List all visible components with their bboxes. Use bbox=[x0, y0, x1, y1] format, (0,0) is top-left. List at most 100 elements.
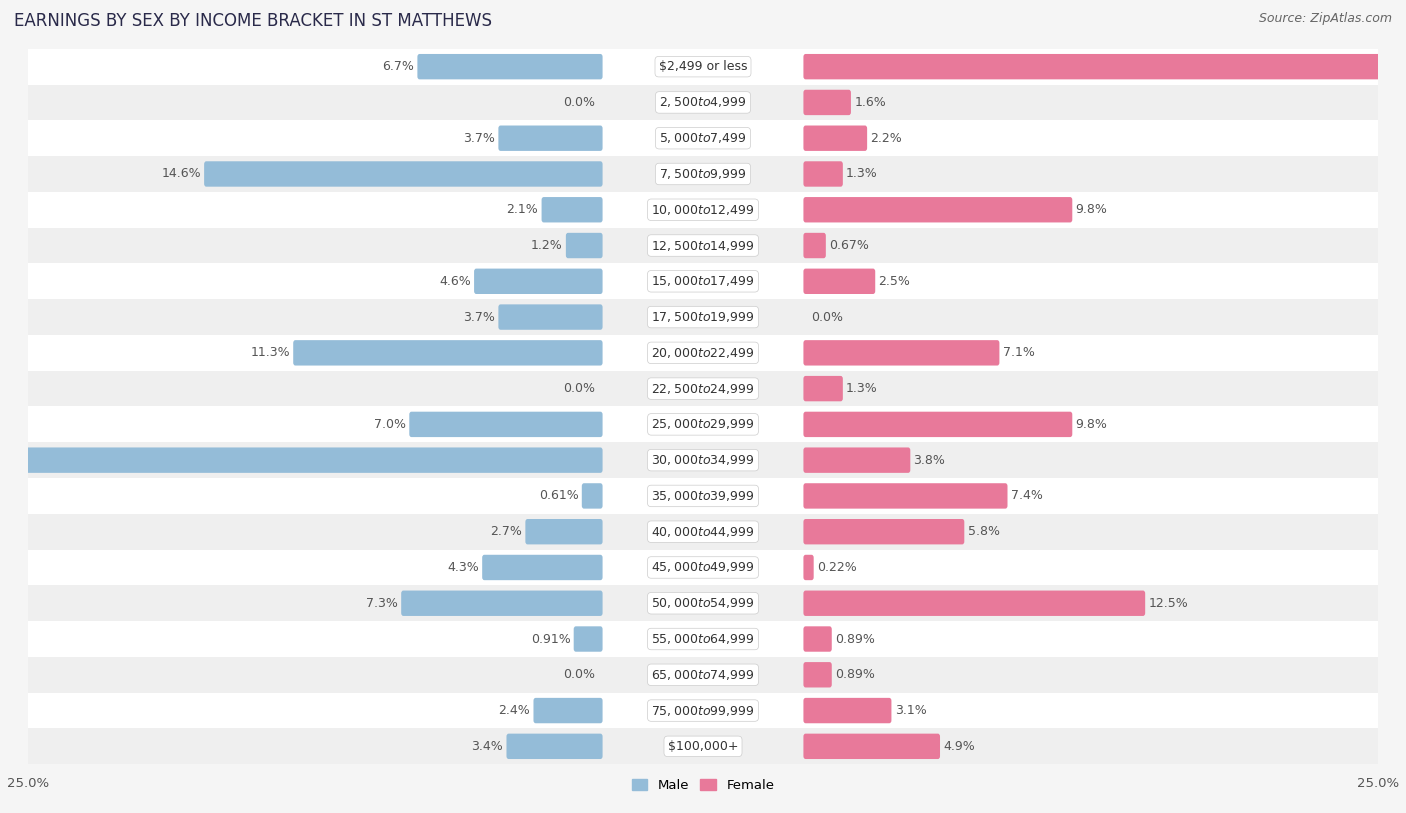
FancyBboxPatch shape bbox=[803, 447, 910, 473]
Text: 9.8%: 9.8% bbox=[1076, 203, 1108, 216]
Text: 12.5%: 12.5% bbox=[1149, 597, 1188, 610]
Text: 7.0%: 7.0% bbox=[374, 418, 406, 431]
Text: $7,500 to $9,999: $7,500 to $9,999 bbox=[659, 167, 747, 181]
FancyBboxPatch shape bbox=[803, 411, 1073, 437]
FancyBboxPatch shape bbox=[582, 483, 603, 509]
FancyBboxPatch shape bbox=[506, 733, 603, 759]
FancyBboxPatch shape bbox=[803, 698, 891, 724]
FancyBboxPatch shape bbox=[803, 483, 1008, 509]
FancyBboxPatch shape bbox=[803, 268, 875, 294]
FancyBboxPatch shape bbox=[28, 442, 1378, 478]
FancyBboxPatch shape bbox=[803, 89, 851, 115]
Text: 1.3%: 1.3% bbox=[846, 167, 877, 180]
Text: 1.3%: 1.3% bbox=[846, 382, 877, 395]
Text: 0.22%: 0.22% bbox=[817, 561, 856, 574]
Text: 6.7%: 6.7% bbox=[382, 60, 415, 73]
FancyBboxPatch shape bbox=[28, 657, 1378, 693]
Text: 3.1%: 3.1% bbox=[894, 704, 927, 717]
FancyBboxPatch shape bbox=[574, 626, 603, 652]
FancyBboxPatch shape bbox=[28, 228, 1378, 263]
Text: 7.3%: 7.3% bbox=[366, 597, 398, 610]
FancyBboxPatch shape bbox=[803, 590, 1144, 616]
FancyBboxPatch shape bbox=[533, 698, 603, 724]
FancyBboxPatch shape bbox=[28, 550, 1378, 585]
FancyBboxPatch shape bbox=[803, 519, 965, 545]
FancyBboxPatch shape bbox=[803, 376, 842, 402]
Text: 3.8%: 3.8% bbox=[914, 454, 945, 467]
FancyBboxPatch shape bbox=[409, 411, 603, 437]
Text: 0.89%: 0.89% bbox=[835, 668, 875, 681]
Legend: Male, Female: Male, Female bbox=[626, 773, 780, 797]
FancyBboxPatch shape bbox=[28, 371, 1378, 406]
Text: $35,000 to $39,999: $35,000 to $39,999 bbox=[651, 489, 755, 503]
FancyBboxPatch shape bbox=[803, 125, 868, 151]
FancyBboxPatch shape bbox=[803, 233, 825, 259]
FancyBboxPatch shape bbox=[28, 335, 1378, 371]
Text: $2,499 or less: $2,499 or less bbox=[659, 60, 747, 73]
FancyBboxPatch shape bbox=[526, 519, 603, 545]
Text: $50,000 to $54,999: $50,000 to $54,999 bbox=[651, 596, 755, 611]
FancyBboxPatch shape bbox=[803, 733, 941, 759]
Text: $22,500 to $24,999: $22,500 to $24,999 bbox=[651, 381, 755, 396]
FancyBboxPatch shape bbox=[28, 693, 1378, 728]
FancyBboxPatch shape bbox=[28, 156, 1378, 192]
Text: 11.3%: 11.3% bbox=[250, 346, 290, 359]
Text: 2.1%: 2.1% bbox=[506, 203, 538, 216]
Text: 0.67%: 0.67% bbox=[830, 239, 869, 252]
FancyBboxPatch shape bbox=[401, 590, 603, 616]
Text: 0.0%: 0.0% bbox=[562, 668, 595, 681]
FancyBboxPatch shape bbox=[28, 478, 1378, 514]
FancyBboxPatch shape bbox=[498, 125, 603, 151]
FancyBboxPatch shape bbox=[418, 54, 603, 80]
FancyBboxPatch shape bbox=[0, 447, 603, 473]
Text: 0.61%: 0.61% bbox=[538, 489, 578, 502]
Text: 2.7%: 2.7% bbox=[491, 525, 522, 538]
FancyBboxPatch shape bbox=[803, 662, 832, 688]
Text: 5.8%: 5.8% bbox=[967, 525, 1000, 538]
FancyBboxPatch shape bbox=[541, 197, 603, 223]
FancyBboxPatch shape bbox=[498, 304, 603, 330]
FancyBboxPatch shape bbox=[28, 621, 1378, 657]
Text: 3.7%: 3.7% bbox=[463, 132, 495, 145]
Text: $30,000 to $34,999: $30,000 to $34,999 bbox=[651, 453, 755, 467]
FancyBboxPatch shape bbox=[803, 54, 1406, 80]
Text: Source: ZipAtlas.com: Source: ZipAtlas.com bbox=[1258, 12, 1392, 25]
Text: 3.4%: 3.4% bbox=[471, 740, 503, 753]
FancyBboxPatch shape bbox=[28, 406, 1378, 442]
Text: $17,500 to $19,999: $17,500 to $19,999 bbox=[651, 310, 755, 324]
FancyBboxPatch shape bbox=[565, 233, 603, 259]
Text: 1.2%: 1.2% bbox=[531, 239, 562, 252]
Text: $55,000 to $64,999: $55,000 to $64,999 bbox=[651, 632, 755, 646]
Text: 4.3%: 4.3% bbox=[447, 561, 479, 574]
Text: EARNINGS BY SEX BY INCOME BRACKET IN ST MATTHEWS: EARNINGS BY SEX BY INCOME BRACKET IN ST … bbox=[14, 12, 492, 30]
FancyBboxPatch shape bbox=[294, 340, 603, 366]
FancyBboxPatch shape bbox=[803, 554, 814, 580]
Text: 2.2%: 2.2% bbox=[870, 132, 903, 145]
FancyBboxPatch shape bbox=[474, 268, 603, 294]
FancyBboxPatch shape bbox=[28, 120, 1378, 156]
Text: 0.0%: 0.0% bbox=[811, 311, 844, 324]
Text: $65,000 to $74,999: $65,000 to $74,999 bbox=[651, 667, 755, 682]
Text: 7.4%: 7.4% bbox=[1011, 489, 1043, 502]
Text: 9.8%: 9.8% bbox=[1076, 418, 1108, 431]
FancyBboxPatch shape bbox=[28, 514, 1378, 550]
FancyBboxPatch shape bbox=[28, 192, 1378, 228]
FancyBboxPatch shape bbox=[28, 728, 1378, 764]
Text: $2,500 to $4,999: $2,500 to $4,999 bbox=[659, 95, 747, 110]
FancyBboxPatch shape bbox=[28, 85, 1378, 120]
Text: 14.6%: 14.6% bbox=[162, 167, 201, 180]
FancyBboxPatch shape bbox=[28, 49, 1378, 85]
Text: 2.5%: 2.5% bbox=[879, 275, 910, 288]
Text: $15,000 to $17,499: $15,000 to $17,499 bbox=[651, 274, 755, 289]
Text: $25,000 to $29,999: $25,000 to $29,999 bbox=[651, 417, 755, 432]
FancyBboxPatch shape bbox=[803, 197, 1073, 223]
Text: $20,000 to $22,499: $20,000 to $22,499 bbox=[651, 346, 755, 360]
FancyBboxPatch shape bbox=[803, 626, 832, 652]
FancyBboxPatch shape bbox=[28, 585, 1378, 621]
FancyBboxPatch shape bbox=[803, 161, 842, 187]
Text: $10,000 to $12,499: $10,000 to $12,499 bbox=[651, 202, 755, 217]
FancyBboxPatch shape bbox=[482, 554, 603, 580]
Text: 7.1%: 7.1% bbox=[1002, 346, 1035, 359]
Text: 4.9%: 4.9% bbox=[943, 740, 974, 753]
Text: $5,000 to $7,499: $5,000 to $7,499 bbox=[659, 131, 747, 146]
